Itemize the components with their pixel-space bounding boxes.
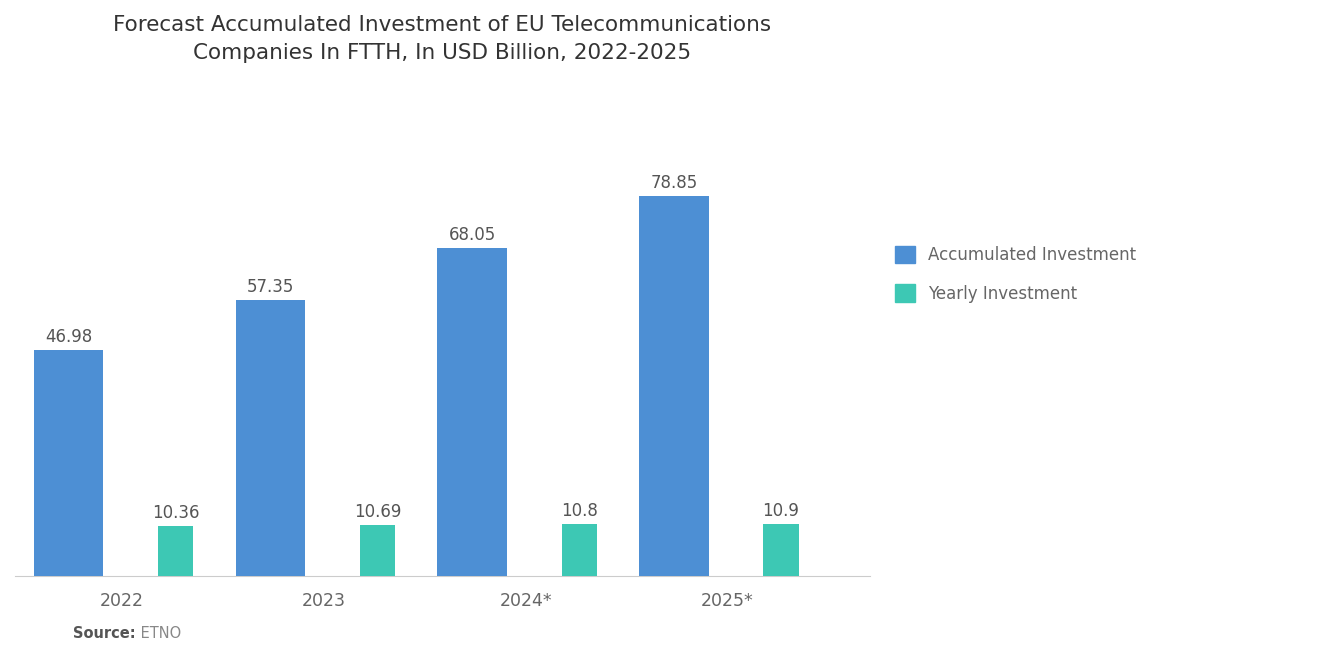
- Legend: Accumulated Investment, Yearly Investment: Accumulated Investment, Yearly Investmen…: [887, 238, 1144, 311]
- Bar: [763, 523, 799, 576]
- Bar: [236, 300, 305, 576]
- Text: 46.98: 46.98: [45, 328, 92, 346]
- Text: 57.35: 57.35: [247, 278, 294, 296]
- Text: 10.8: 10.8: [561, 502, 598, 520]
- Bar: [639, 196, 709, 576]
- Text: ETNO: ETNO: [136, 626, 181, 642]
- Text: 10.69: 10.69: [354, 503, 401, 521]
- Bar: [360, 525, 395, 576]
- Text: 10.9: 10.9: [763, 501, 800, 520]
- Bar: [158, 526, 194, 576]
- Bar: [437, 248, 507, 576]
- Text: Source:: Source:: [73, 626, 135, 642]
- Text: 10.36: 10.36: [152, 504, 199, 522]
- Text: 78.85: 78.85: [651, 174, 697, 192]
- Text: 68.05: 68.05: [449, 226, 496, 244]
- Bar: [561, 524, 597, 576]
- Title: Forecast Accumulated Investment of EU Telecommunications
Companies In FTTH, In U: Forecast Accumulated Investment of EU Te…: [114, 15, 771, 63]
- Bar: [34, 350, 103, 576]
